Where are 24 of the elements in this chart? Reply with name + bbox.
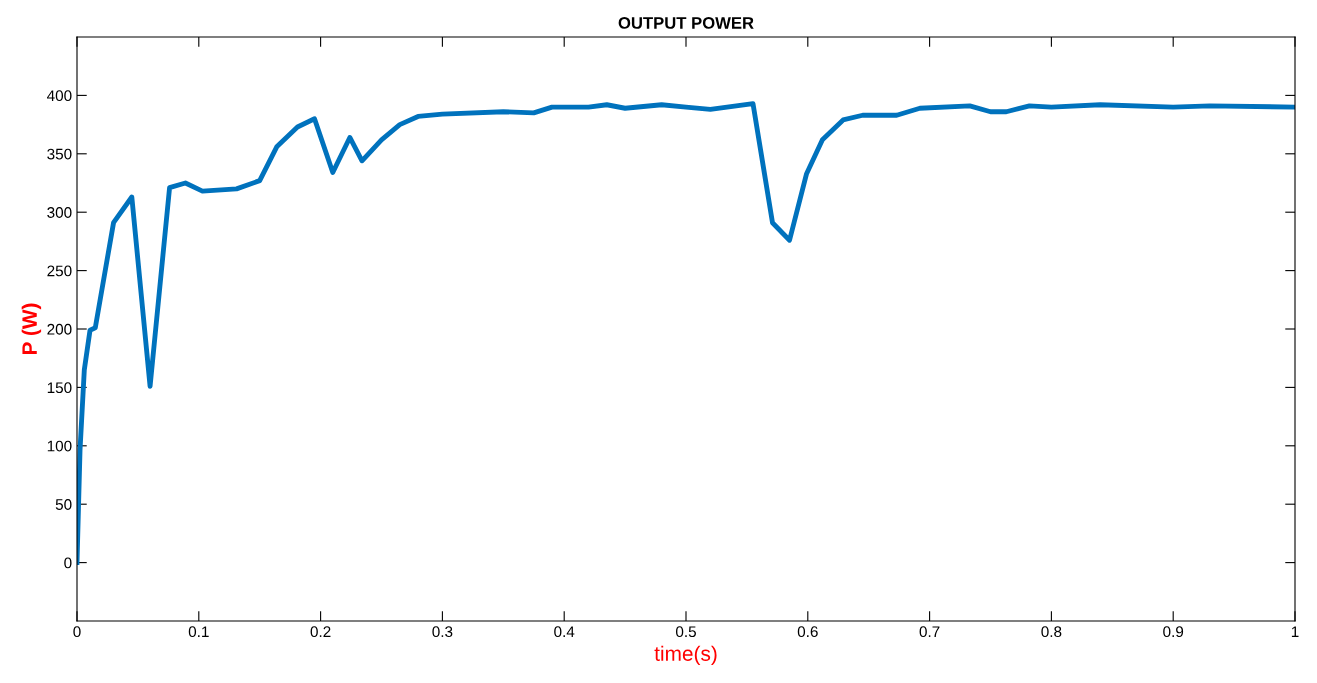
- y-tick-label: 50: [55, 499, 72, 510]
- x-tick-label: 0.1: [188, 626, 209, 638]
- x-tick-label: 0.4: [554, 626, 575, 638]
- y-tick-label: 400: [47, 90, 72, 102]
- x-tick-label: 0.3: [432, 626, 453, 638]
- y-tick-label: 0: [64, 557, 72, 569]
- y-tick-label: 350: [47, 148, 72, 160]
- x-tick-label: 0.5: [675, 626, 696, 638]
- x-tick-label: 0.7: [919, 626, 940, 638]
- x-tick-label: 0.8: [1041, 626, 1062, 638]
- x-tick-label: 1: [1291, 626, 1299, 637]
- line-series: [77, 101, 1295, 566]
- y-tick-label: 200: [47, 323, 72, 335]
- y-axis-title: P (W): [21, 303, 42, 355]
- y-tick-label: 300: [47, 207, 72, 218]
- x-tick-label: 0: [73, 626, 81, 638]
- y-tick-label: 100: [47, 440, 72, 452]
- y-tick-label: 250: [47, 265, 72, 277]
- x-axis-title: time(s): [654, 645, 717, 666]
- x-tick-label: 0.9: [1163, 626, 1184, 638]
- chart-title: OUTPUT POWER: [618, 17, 754, 29]
- y-tick-label: 150: [47, 382, 72, 394]
- x-tick-label: 0.2: [310, 626, 331, 638]
- x-tick-label: 0.6: [797, 626, 818, 638]
